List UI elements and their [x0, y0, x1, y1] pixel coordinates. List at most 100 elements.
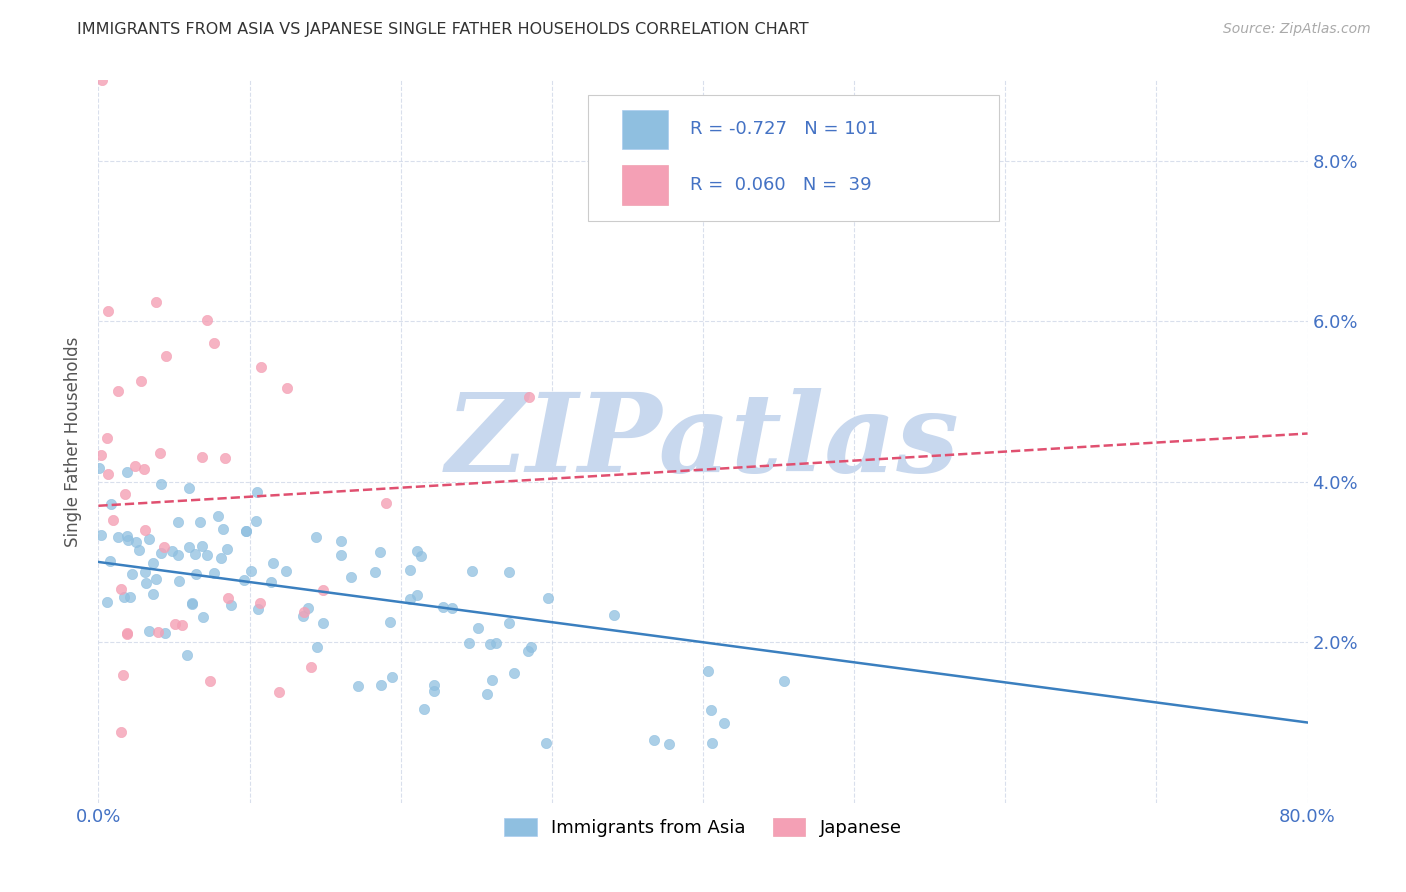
Point — [125, 534, 148, 549]
Point — [193, 609, 215, 624]
Point — [98, 554, 121, 568]
Point — [153, 540, 176, 554]
Y-axis label: Single Father Households: Single Father Households — [65, 336, 83, 547]
FancyBboxPatch shape — [588, 95, 1000, 221]
Point — [249, 596, 271, 610]
Point — [176, 648, 198, 663]
Point — [107, 384, 129, 398]
Point — [112, 668, 135, 682]
Point — [262, 557, 284, 571]
Point — [235, 524, 257, 538]
Point — [364, 565, 387, 579]
Point — [115, 529, 138, 543]
Point — [312, 583, 335, 598]
Point — [461, 564, 484, 578]
Point — [190, 515, 212, 529]
Point — [214, 451, 236, 466]
Point — [103, 513, 125, 527]
Point — [100, 497, 122, 511]
Point — [329, 548, 352, 562]
Point — [150, 546, 173, 560]
Point — [658, 737, 681, 751]
Point — [91, 73, 114, 87]
Point — [172, 618, 194, 632]
Point — [340, 569, 363, 583]
Point — [378, 615, 401, 629]
Point — [305, 530, 328, 544]
Point — [167, 574, 190, 588]
Point — [467, 621, 489, 635]
Point — [195, 313, 218, 327]
Point — [117, 533, 139, 547]
Point — [184, 547, 207, 561]
Point — [89, 461, 111, 475]
Point — [207, 509, 229, 524]
Point — [250, 360, 273, 375]
Point — [150, 477, 173, 491]
FancyBboxPatch shape — [621, 110, 668, 149]
Point — [167, 515, 190, 529]
Point — [110, 582, 132, 597]
Point — [312, 615, 335, 630]
Point — [398, 563, 420, 577]
Point — [246, 601, 269, 615]
Point — [115, 626, 138, 640]
Text: R = -0.727   N = 101: R = -0.727 N = 101 — [690, 120, 877, 138]
Point — [240, 564, 263, 578]
Point — [516, 644, 538, 658]
Text: IMMIGRANTS FROM ASIA VS JAPANESE SINGLE FATHER HOUSEHOLDS CORRELATION CHART: IMMIGRANTS FROM ASIA VS JAPANESE SINGLE … — [77, 22, 808, 37]
Point — [153, 626, 176, 640]
Text: ZIPatlas: ZIPatlas — [446, 388, 960, 495]
Point — [643, 733, 665, 747]
Point — [107, 530, 129, 544]
Point — [112, 590, 135, 604]
Point — [200, 673, 222, 688]
Point — [276, 564, 298, 578]
Point — [329, 533, 352, 548]
Point — [142, 587, 165, 601]
Point — [124, 459, 146, 474]
Point — [399, 592, 422, 607]
Point — [478, 637, 501, 651]
Point — [121, 566, 143, 581]
Point — [536, 736, 558, 750]
Point — [96, 431, 118, 445]
Point — [498, 615, 520, 630]
Point — [368, 544, 391, 558]
Point — [166, 548, 188, 562]
Point — [406, 588, 429, 602]
Point — [498, 566, 520, 580]
Point — [209, 551, 232, 566]
Point — [299, 660, 322, 674]
Point — [191, 539, 214, 553]
Point — [217, 542, 239, 557]
Point — [697, 665, 720, 679]
Point — [432, 599, 454, 614]
Point — [90, 448, 112, 462]
Point — [292, 605, 315, 619]
Point — [219, 598, 242, 612]
Point — [114, 486, 136, 500]
Point — [148, 625, 170, 640]
Point — [134, 523, 156, 537]
Point — [713, 716, 735, 731]
Point — [115, 625, 138, 640]
Point — [297, 600, 319, 615]
Point — [413, 702, 436, 716]
Point — [110, 725, 132, 739]
Point — [537, 591, 560, 605]
Point — [423, 683, 446, 698]
Point — [138, 533, 160, 547]
Point — [503, 666, 526, 681]
Point — [520, 640, 543, 654]
FancyBboxPatch shape — [621, 165, 668, 205]
Point — [90, 528, 112, 542]
Point — [457, 636, 479, 650]
Point — [142, 556, 165, 570]
Point — [181, 596, 204, 610]
Point — [165, 617, 187, 632]
Point — [246, 484, 269, 499]
Point — [291, 608, 314, 623]
Point — [441, 601, 464, 615]
Point — [177, 481, 200, 495]
